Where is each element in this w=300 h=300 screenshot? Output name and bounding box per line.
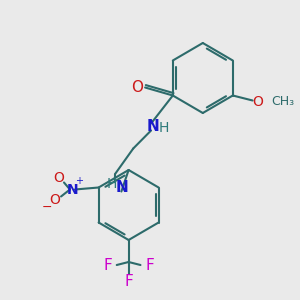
Text: N: N: [116, 180, 129, 195]
Text: N: N: [67, 182, 79, 197]
Text: F: F: [145, 257, 154, 272]
Text: H: H: [106, 176, 117, 190]
Text: F: F: [124, 274, 133, 290]
Text: N: N: [147, 119, 159, 134]
Text: +: +: [75, 176, 83, 187]
Text: O: O: [252, 94, 263, 109]
Text: O: O: [54, 172, 64, 185]
Text: F: F: [103, 257, 112, 272]
Text: O: O: [131, 80, 143, 95]
Text: H: H: [159, 122, 169, 136]
Text: CH₃: CH₃: [272, 95, 295, 108]
Text: −: −: [42, 201, 52, 214]
Text: O: O: [50, 194, 61, 208]
